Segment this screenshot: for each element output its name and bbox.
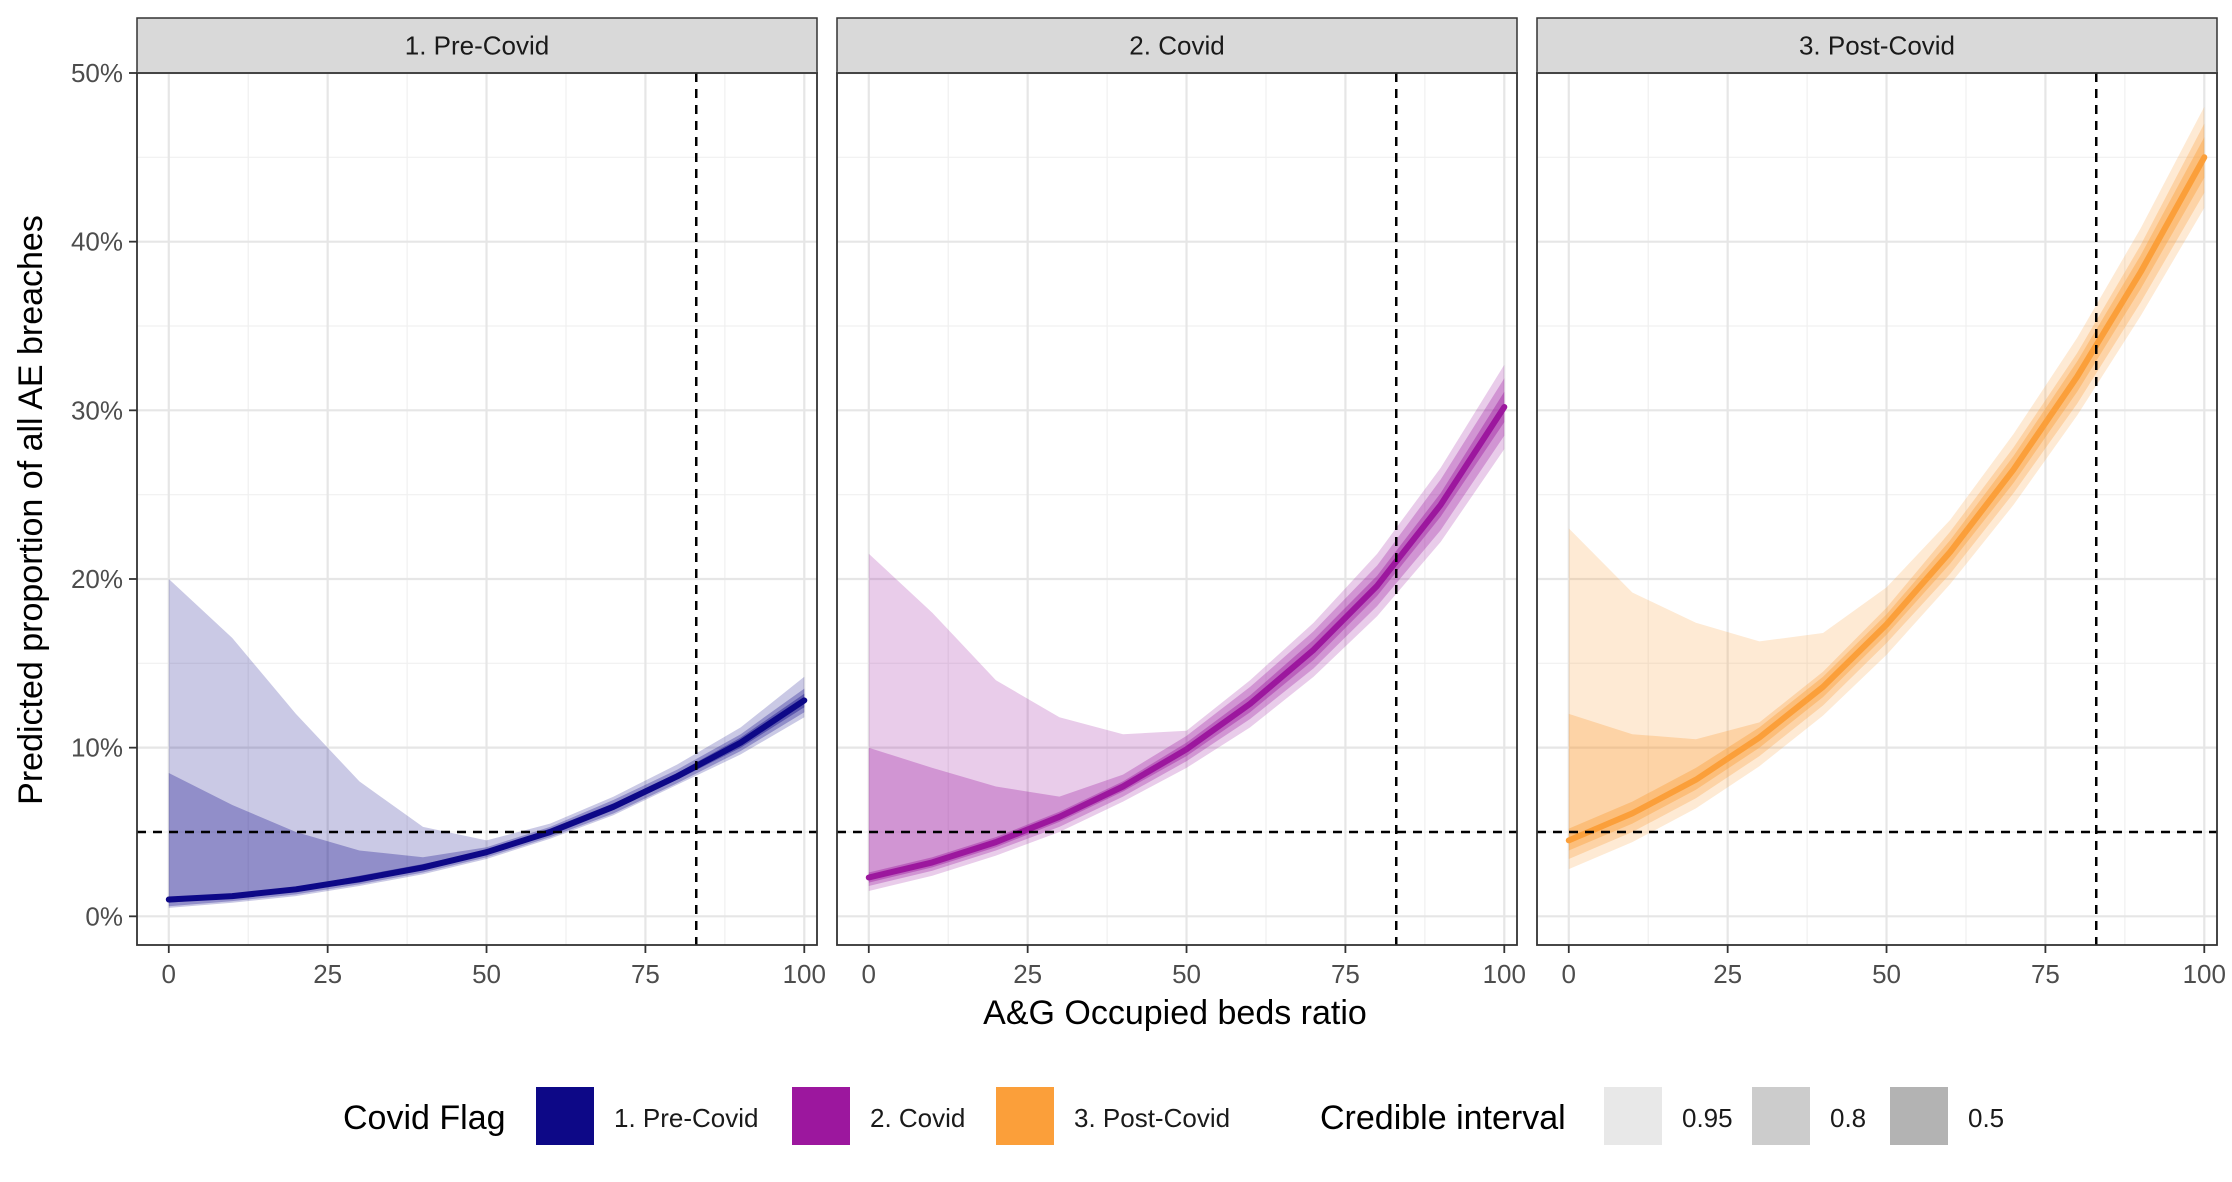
- x-tick-label: 0: [862, 959, 876, 989]
- x-tick-label: 75: [1331, 959, 1360, 989]
- x-tick-label: 50: [472, 959, 501, 989]
- panel-border: [1536, 72, 2218, 946]
- legend-label-ci-0-8: 0.8: [1830, 1103, 1866, 1133]
- legend-key-3-post-covid: [996, 1087, 1054, 1145]
- legend-key-ci-0-8: [1752, 1087, 1810, 1145]
- x-tick-label: 25: [1713, 959, 1742, 989]
- credible-band-80-2-covid: [868, 378, 1505, 886]
- legend-label-1-pre-covid: 1. Pre-Covid: [614, 1103, 759, 1133]
- y-tick-label: 40%: [71, 227, 123, 257]
- panel-border: [836, 72, 1518, 946]
- plot-background: [1537, 73, 2217, 945]
- credible-band-95-1-pre-covid: [168, 579, 805, 908]
- panel-border: [136, 72, 818, 946]
- facet-strip: [136, 17, 818, 74]
- legend-key-2-covid: [792, 1087, 850, 1145]
- gridlines: [137, 71, 817, 945]
- x-tick-label: 100: [1483, 959, 1526, 989]
- y-tick-label: 0%: [85, 901, 123, 931]
- x-tick-label: 100: [783, 959, 826, 989]
- median-line-1-pre-covid: [165, 697, 808, 903]
- x-tick-label: 75: [631, 959, 660, 989]
- legend-title-credible-interval: Credible interval: [1320, 1099, 1566, 1137]
- x-tick-label: 25: [1013, 959, 1042, 989]
- legend-title-covid-flag: Covid Flag: [343, 1099, 506, 1137]
- legend-label-ci-0-95: 0.95: [1682, 1103, 1733, 1133]
- plot-background: [837, 73, 1517, 945]
- facet-strip-label: 3. Post-Covid: [1799, 31, 1955, 61]
- gridlines: [1537, 71, 2217, 945]
- x-tick-label: 50: [1172, 959, 1201, 989]
- legend-key-ci-0-95: [1604, 1087, 1662, 1145]
- x-tick-label: 75: [2031, 959, 2060, 989]
- credible-band-95-2-covid: [868, 364, 1505, 891]
- legend-label-3-post-covid: 3. Post-Covid: [1074, 1103, 1230, 1133]
- facet-strip-label: 2. Covid: [1129, 31, 1224, 61]
- facet-strip-label: 1. Pre-Covid: [405, 31, 550, 61]
- credible-band-80-1-pre-covid: [168, 688, 805, 907]
- facet-panel-2: 2. Covid 0 25 50 75 100: [836, 17, 1526, 989]
- legend-key-ci-0-5: [1890, 1087, 1948, 1145]
- y-tick-label: 10%: [71, 733, 123, 763]
- y-axis-title: Predicted proportion of all AE breaches: [12, 215, 50, 805]
- legend-key-1-pre-covid: [536, 1087, 594, 1145]
- x-tick-label: 0: [1562, 959, 1576, 989]
- credible-band-95-3-post-covid: [1568, 106, 2205, 870]
- median-line-2-covid: [865, 404, 1508, 881]
- gridlines: [837, 71, 1517, 945]
- legend: Covid Flag 1. Pre-Covid 2. Covid 3. Post-Co…: [343, 1087, 2004, 1145]
- y-tick-label: 50%: [71, 58, 123, 88]
- facet-strip: [1536, 17, 2218, 74]
- facet-panel-1: 1. Pre-Covid 0 25 50 75 100 0% 10% 20% 30% 40% 50%: [71, 17, 826, 989]
- facet-panel-3: 3. Post-Covid 0 25 50 75 100: [1536, 17, 2226, 989]
- x-axis-title: A&G Occupied beds ratio: [983, 994, 1367, 1032]
- facet-panels: 1. Pre-Covid 0 25 50 75 100 0% 10% 20% 30% 40% 50% 2…: [71, 17, 2226, 989]
- y-tick-label: 20%: [71, 564, 123, 594]
- x-tick-label: 25: [313, 959, 342, 989]
- median-line-3-post-covid: [1565, 154, 2208, 844]
- x-tick-label: 50: [1872, 959, 1901, 989]
- credible-band-80-3-post-covid: [1568, 123, 2205, 860]
- y-tick-label: 30%: [71, 395, 123, 425]
- plot-background: [137, 73, 817, 945]
- legend-label-ci-0-5: 0.5: [1968, 1103, 2004, 1133]
- x-tick-label: 100: [2183, 959, 2226, 989]
- legend-label-2-covid: 2. Covid: [870, 1103, 965, 1133]
- x-tick-label: 0: [162, 959, 176, 989]
